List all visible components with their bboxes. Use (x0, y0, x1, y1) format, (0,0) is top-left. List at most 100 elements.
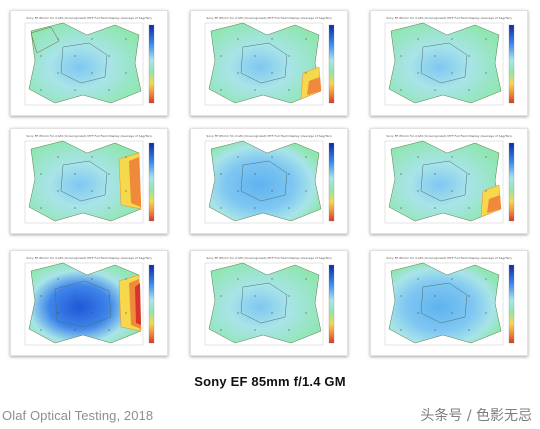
sample-point (400, 55, 402, 57)
sample-point (305, 72, 307, 74)
sample-point (91, 38, 93, 40)
mtf-plot-grid: Sony FE 85mm f/1.4 GM (Unrecognized) MTF… (10, 10, 528, 356)
sample-point (108, 55, 110, 57)
sample-point (74, 89, 76, 91)
sample-point (485, 156, 487, 158)
sample-point (254, 89, 256, 91)
sample-point (288, 329, 290, 331)
sample-point (125, 38, 127, 40)
sample-point (451, 190, 453, 192)
plot-title: Sony FE 85mm f/1.4 GM (Unrecognized) MTF… (386, 16, 512, 20)
sample-point (254, 55, 256, 57)
sample-point (468, 207, 470, 209)
sample-point (237, 190, 239, 192)
mtf-plot-5: Sony FE 85mm f/1.4 GM (Unrecognized) MTF… (190, 128, 348, 234)
sample-point (40, 295, 42, 297)
sample-point (451, 38, 453, 40)
sample-point (57, 312, 59, 314)
sample-point (108, 207, 110, 209)
sample-point (417, 38, 419, 40)
sample-point (57, 190, 59, 192)
mtf-plot-8: Sony FE 85mm f/1.4 GM (Unrecognized) MTF… (190, 250, 348, 356)
sample-point (305, 190, 307, 192)
sample-point (400, 173, 402, 175)
sample-point (485, 72, 487, 74)
mtf-plot-4: Sony FE 85mm f/1.4 GM (Unrecognized) MTF… (10, 128, 168, 234)
mtf-map-3 (384, 22, 515, 106)
sample-point (220, 55, 222, 57)
mtf-map-1 (24, 22, 155, 106)
sample-point (254, 295, 256, 297)
mtf-field (388, 22, 502, 104)
mtf-field (208, 262, 322, 344)
sample-point (271, 38, 273, 40)
color-scale-bar (328, 142, 335, 222)
mtf-plot-1: Sony FE 85mm f/1.4 GM (Unrecognized) MTF… (10, 10, 168, 116)
color-scale-bar (148, 24, 155, 104)
figure-caption: Sony EF 85mm f/1.4 GM (194, 374, 346, 389)
sample-point (91, 72, 93, 74)
sample-point (485, 312, 487, 314)
sample-point (91, 278, 93, 280)
sample-point (125, 278, 127, 280)
sample-point (237, 156, 239, 158)
warm-corner (307, 77, 321, 95)
sample-point (254, 173, 256, 175)
color-scale-bar (148, 142, 155, 222)
sample-point (400, 207, 402, 209)
sample-point (220, 207, 222, 209)
sample-point (288, 207, 290, 209)
sample-point (451, 156, 453, 158)
contour-line (420, 282, 468, 324)
color-scale-bar (148, 264, 155, 344)
sample-point (434, 329, 436, 331)
sample-point (125, 190, 127, 192)
sample-point (220, 89, 222, 91)
sample-point (400, 89, 402, 91)
sample-point (417, 156, 419, 158)
sample-point (400, 295, 402, 297)
mtf-map-8 (204, 262, 335, 346)
sample-point (237, 278, 239, 280)
sample-point (108, 295, 110, 297)
credit-text: Olaf Optical Testing, 2018 (2, 408, 154, 423)
sample-point (417, 278, 419, 280)
sample-point (400, 329, 402, 331)
sample-point (220, 295, 222, 297)
color-scale-bar (508, 142, 515, 222)
sample-point (57, 38, 59, 40)
color-scale-bar (508, 24, 515, 104)
sample-point (108, 173, 110, 175)
watermark: 头条号 / 色影无忌 (420, 408, 532, 424)
sample-point (434, 89, 436, 91)
sample-point (485, 278, 487, 280)
sample-point (434, 173, 436, 175)
sample-point (468, 89, 470, 91)
plot-title: Sony FE 85mm f/1.4 GM (Unrecognized) MTF… (386, 134, 512, 138)
mtf-plot-9: Sony FE 85mm f/1.4 GM (Unrecognized) MTF… (370, 250, 528, 356)
contour-line (54, 280, 112, 328)
sample-point (288, 173, 290, 175)
warm-corner (129, 157, 141, 207)
plot-title: Sony FE 85mm f/1.4 GM (Unrecognized) MTF… (206, 134, 332, 138)
sample-point (254, 207, 256, 209)
sample-point (74, 207, 76, 209)
sample-point (74, 55, 76, 57)
plot-title: Sony FE 85mm f/1.4 GM (Unrecognized) MTF… (26, 16, 152, 20)
plot-title: Sony FE 85mm f/1.4 GM (Unrecognized) MTF… (26, 256, 152, 260)
sample-point (237, 72, 239, 74)
mtf-plot-6: Sony FE 85mm f/1.4 GM (Unrecognized) MTF… (370, 128, 528, 234)
sample-point (485, 190, 487, 192)
sample-point (288, 55, 290, 57)
sample-point (451, 278, 453, 280)
contour-line (60, 160, 108, 202)
mtf-map-6 (384, 140, 515, 224)
sample-point (57, 72, 59, 74)
sample-point (271, 72, 273, 74)
sample-point (91, 156, 93, 158)
mtf-map-5 (204, 140, 335, 224)
contour-line (240, 160, 288, 202)
plot-title: Sony FE 85mm f/1.4 GM (Unrecognized) MTF… (26, 134, 152, 138)
sample-point (57, 156, 59, 158)
sample-point (305, 312, 307, 314)
